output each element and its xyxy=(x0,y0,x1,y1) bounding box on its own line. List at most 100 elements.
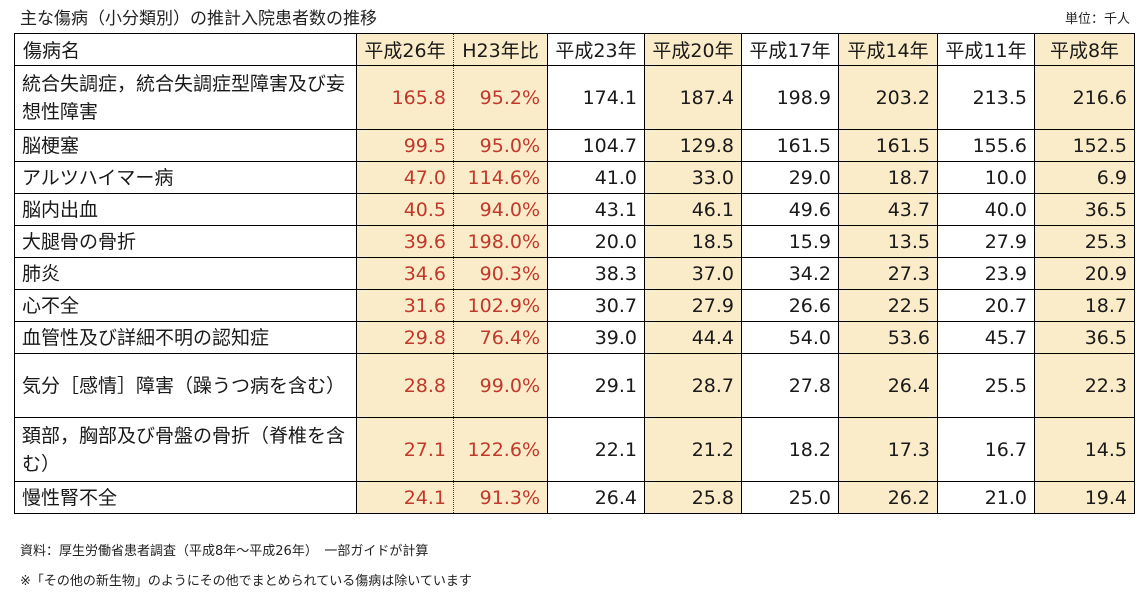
disease-name-cell: 大腿骨の骨折 xyxy=(14,225,357,258)
value-cell-平成23年: 43.1 xyxy=(547,193,645,226)
value-cell-平成8年: 14.5 xyxy=(1034,417,1135,482)
value-cell-平成8年: 20.9 xyxy=(1034,257,1135,290)
value-cell-平成23年: 38.3 xyxy=(547,257,645,290)
value-cell-平成20年: 44.4 xyxy=(644,321,742,354)
value-cell-平成20年: 187.4 xyxy=(644,65,742,130)
header-col-5: 平成17年 xyxy=(741,33,839,66)
unit-label: 単位：千人 xyxy=(1064,12,1130,27)
disease-name-cell: 心不全 xyxy=(14,289,357,322)
value-cell-平成26年: 28.8 xyxy=(356,353,454,418)
table-row: 頚部，胸部及び骨盤の骨折（脊椎を含む） 27.1 122.6% 22.1 21.2 18.… xyxy=(14,417,1135,482)
value-cell-平成11年: 21.0 xyxy=(937,481,1035,514)
header-col-1: 平成26年 xyxy=(356,33,454,66)
value-cell-平成8年: 152.5 xyxy=(1034,129,1135,162)
exclusion-note: ※「その他の新生物」のようにその他でまとめられている傷病は除いています xyxy=(20,574,472,589)
value-cell-平成17年: 34.2 xyxy=(741,257,839,290)
value-cell-H23年比: 95.0% xyxy=(453,129,548,162)
patient-table: 傷病名 平成26年 H23年比 平成23年 平成20年 平成17年 平成14年 平成11年 平成… xyxy=(14,33,1135,514)
value-cell-平成14年: 161.5 xyxy=(838,129,938,162)
value-cell-H23年比: 99.0% xyxy=(453,353,548,418)
table-row: 肺炎 34.6 90.3% 38.3 37.0 34.2 27.3 23.9 20.9 xyxy=(14,257,1135,290)
value-cell-平成20年: 33.0 xyxy=(644,161,742,194)
value-cell-平成14年: 22.5 xyxy=(838,289,938,322)
value-cell-平成26年: 24.1 xyxy=(356,481,454,514)
value-cell-平成14年: 17.3 xyxy=(838,417,938,482)
value-cell-平成26年: 165.8 xyxy=(356,65,454,130)
value-cell-平成11年: 16.7 xyxy=(937,417,1035,482)
value-cell-平成11年: 40.0 xyxy=(937,193,1035,226)
value-cell-H23年比: 76.4% xyxy=(453,321,548,354)
value-cell-平成20年: 18.5 xyxy=(644,225,742,258)
value-cell-平成11年: 25.5 xyxy=(937,353,1035,418)
source-note: 資料：厚生労働省患者調査（平成8年～平成26年） 一部ガイドが計算 xyxy=(20,544,429,559)
value-cell-平成17年: 29.0 xyxy=(741,161,839,194)
value-cell-平成23年: 26.4 xyxy=(547,481,645,514)
value-cell-平成20年: 37.0 xyxy=(644,257,742,290)
value-cell-平成14年: 203.2 xyxy=(838,65,938,130)
value-cell-平成14年: 53.6 xyxy=(838,321,938,354)
disease-name-cell: 脳梗塞 xyxy=(14,129,357,162)
value-cell-平成11年: 10.0 xyxy=(937,161,1035,194)
value-cell-H23年比: 90.3% xyxy=(453,257,548,290)
value-cell-平成17年: 18.2 xyxy=(741,417,839,482)
disease-name-cell: 肺炎 xyxy=(14,257,357,290)
value-cell-平成26年: 39.6 xyxy=(356,225,454,258)
value-cell-H23年比: 94.0% xyxy=(453,193,548,226)
table-row: 脳梗塞 99.5 95.0% 104.7 129.8 161.5 161.5 155.6 152… xyxy=(14,129,1135,162)
disease-name-cell: 頚部，胸部及び骨盤の骨折（脊椎を含む） xyxy=(14,417,357,482)
disease-name-cell: 気分［感情］障害（躁うつ病を含む） xyxy=(14,353,357,418)
header-col-7: 平成11年 xyxy=(937,33,1035,66)
value-cell-平成8年: 19.4 xyxy=(1034,481,1135,514)
value-cell-平成23年: 22.1 xyxy=(547,417,645,482)
header-disease-name: 傷病名 xyxy=(14,33,357,66)
disease-name-cell: アルツハイマー病 xyxy=(14,161,357,194)
value-cell-平成17年: 27.8 xyxy=(741,353,839,418)
value-cell-平成23年: 41.0 xyxy=(547,161,645,194)
header-col-4: 平成20年 xyxy=(644,33,742,66)
value-cell-平成20年: 21.2 xyxy=(644,417,742,482)
table-row: 大腿骨の骨折 39.6 198.0% 20.0 18.5 15.9 13.5 27.9 25.3 xyxy=(14,225,1135,258)
disease-name-cell: 慢性腎不全 xyxy=(14,481,357,514)
value-cell-平成11年: 213.5 xyxy=(937,65,1035,130)
table-row: 気分［感情］障害（躁うつ病を含む） 28.8 99.0% 29.1 28.7 27.8 26… xyxy=(14,353,1135,418)
value-cell-H23年比: 114.6% xyxy=(453,161,548,194)
value-cell-平成14年: 18.7 xyxy=(838,161,938,194)
value-cell-平成26年: 31.6 xyxy=(356,289,454,322)
chart-title: 主な傷病（小分類別）の推計入院患者数の推移 xyxy=(20,9,377,29)
disease-name-cell: 脳内出血 xyxy=(14,193,357,226)
header-col-3: 平成23年 xyxy=(547,33,645,66)
value-cell-平成8年: 6.9 xyxy=(1034,161,1135,194)
value-cell-平成20年: 46.1 xyxy=(644,193,742,226)
value-cell-平成20年: 27.9 xyxy=(644,289,742,322)
value-cell-平成14年: 13.5 xyxy=(838,225,938,258)
table-row: アルツハイマー病 47.0 114.6% 41.0 33.0 29.0 18.7 10.0 6.… xyxy=(14,161,1135,194)
header-col-2: H23年比 xyxy=(453,33,548,66)
value-cell-平成8年: 18.7 xyxy=(1034,289,1135,322)
value-cell-平成26年: 99.5 xyxy=(356,129,454,162)
value-cell-平成8年: 22.3 xyxy=(1034,353,1135,418)
value-cell-平成23年: 20.0 xyxy=(547,225,645,258)
value-cell-平成23年: 29.1 xyxy=(547,353,645,418)
value-cell-H23年比: 102.9% xyxy=(453,289,548,322)
table-row: 心不全 31.6 102.9% 30.7 27.9 26.6 22.5 20.7 18.7 xyxy=(14,289,1135,322)
disease-name-cell: 血管性及び詳細不明の認知症 xyxy=(14,321,357,354)
value-cell-平成8年: 36.5 xyxy=(1034,321,1135,354)
value-cell-平成17年: 15.9 xyxy=(741,225,839,258)
value-cell-平成8年: 216.6 xyxy=(1034,65,1135,130)
table-row: 血管性及び詳細不明の認知症 29.8 76.4% 39.0 44.4 54.0 53.6 45… xyxy=(14,321,1135,354)
value-cell-平成26年: 40.5 xyxy=(356,193,454,226)
value-cell-平成17年: 49.6 xyxy=(741,193,839,226)
value-cell-平成26年: 29.8 xyxy=(356,321,454,354)
value-cell-平成14年: 27.3 xyxy=(838,257,938,290)
value-cell-平成26年: 27.1 xyxy=(356,417,454,482)
value-cell-平成20年: 28.7 xyxy=(644,353,742,418)
value-cell-平成11年: 27.9 xyxy=(937,225,1035,258)
value-cell-平成8年: 25.3 xyxy=(1034,225,1135,258)
value-cell-平成14年: 43.7 xyxy=(838,193,938,226)
value-cell-平成26年: 34.6 xyxy=(356,257,454,290)
disease-name-cell: 統合失調症，統合失調症型障害及び妄想性障害 xyxy=(14,65,357,130)
value-cell-平成11年: 20.7 xyxy=(937,289,1035,322)
value-cell-平成23年: 39.0 xyxy=(547,321,645,354)
table-row: 慢性腎不全 24.1 91.3% 26.4 25.8 25.0 26.2 21.0 19.4 xyxy=(14,481,1135,514)
value-cell-平成17年: 25.0 xyxy=(741,481,839,514)
